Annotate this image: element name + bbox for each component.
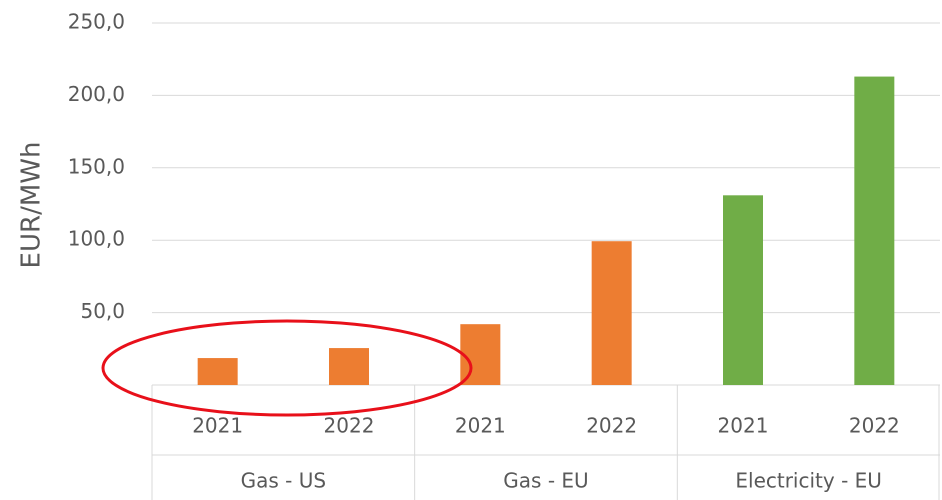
- group-label: Gas - EU: [503, 469, 588, 493]
- y-tick-label: 200,0: [68, 82, 125, 106]
- group-label: Gas - US: [241, 469, 326, 493]
- y-axis-title: EUR/MWh: [17, 142, 47, 269]
- bar: [460, 324, 501, 385]
- x-tick-label: 2021: [718, 414, 769, 438]
- highlight-ellipse: [101, 319, 473, 417]
- x-tick-label: 2022: [324, 414, 375, 438]
- bar: [329, 348, 369, 385]
- bar: [854, 76, 895, 386]
- bar: [723, 195, 763, 385]
- y-tick-label: 250,0: [68, 10, 125, 34]
- y-tick-label: 100,0: [68, 227, 125, 251]
- y-tick-label: 150,0: [68, 154, 125, 178]
- x-tick-label: 2022: [849, 414, 900, 438]
- x-tick-label: 2021: [455, 414, 506, 438]
- group-label: Electricity - EU: [735, 469, 882, 493]
- y-tick-label: 50,0: [80, 299, 125, 323]
- x-tick-label: 2021: [192, 414, 243, 438]
- bar: [591, 241, 632, 385]
- bar: [197, 358, 238, 385]
- x-tick-label: 2022: [586, 414, 637, 438]
